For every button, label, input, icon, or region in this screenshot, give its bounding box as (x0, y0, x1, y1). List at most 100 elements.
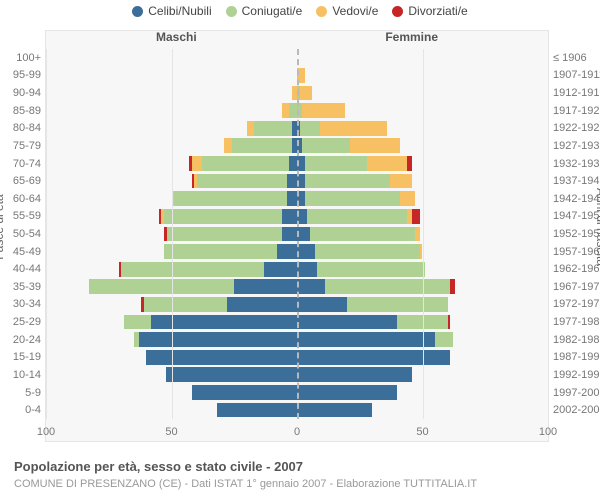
bar-segment (302, 138, 350, 153)
bar-segment (146, 350, 297, 365)
age-label: 55-59 (1, 210, 41, 222)
age-label: 20-24 (1, 334, 41, 346)
gridline (548, 49, 549, 419)
bar-segment (450, 279, 455, 294)
bar-segment (282, 209, 297, 224)
bar-segment (300, 86, 313, 101)
bar-segment (174, 191, 287, 206)
bar-segment (164, 244, 277, 259)
bar-segment (315, 244, 420, 259)
birth-year-label: 1952-1956 (553, 228, 600, 240)
bar-segment (317, 262, 425, 277)
birth-year-label: 1917-1921 (553, 105, 600, 117)
bar-segment (415, 227, 420, 242)
legend-item: Coniugati/e (226, 4, 303, 18)
bar-segment (320, 121, 388, 136)
bar-segment (224, 138, 232, 153)
center-line (297, 49, 299, 419)
legend-dot (392, 6, 403, 17)
bar-segment (227, 297, 297, 312)
x-tick: 50 (416, 426, 428, 438)
bar-segment (310, 227, 415, 242)
bar-segment (197, 174, 287, 189)
bar-segment (124, 315, 152, 330)
chart-title: Popolazione per età, sesso e stato civil… (14, 459, 303, 474)
birth-year-label: 1942-1946 (553, 193, 600, 205)
bar-segment (297, 244, 315, 259)
age-label: 35-39 (1, 281, 41, 293)
female-header: Femmine (385, 30, 438, 44)
age-label: 25-29 (1, 316, 41, 328)
age-label: 70-74 (1, 158, 41, 170)
bar-segment (297, 367, 412, 382)
legend-label: Divorziati/e (408, 4, 467, 18)
birth-year-label: 1972-1976 (553, 298, 600, 310)
bar-segment (297, 262, 317, 277)
bar-segment (297, 403, 372, 418)
bar-segment (390, 174, 413, 189)
bar-segment (412, 209, 420, 224)
bar-segment (297, 385, 397, 400)
age-label: 5-9 (1, 387, 41, 399)
birth-year-label: 1932-1936 (553, 158, 600, 170)
birth-year-label: 1957-1961 (553, 246, 600, 258)
gridline (172, 49, 173, 419)
age-label: 15-19 (1, 351, 41, 363)
bar-segment (167, 227, 282, 242)
legend-label: Vedovi/e (332, 4, 378, 18)
birth-year-label: 1962-1966 (553, 263, 600, 275)
legend: Celibi/Nubili Coniugati/e Vedovi/e Divorzia… (0, 4, 600, 18)
age-label: 85-89 (1, 105, 41, 117)
bar-segment (297, 332, 435, 347)
birth-year-label: 2002-2006 (553, 404, 600, 416)
bar-segment (202, 156, 290, 171)
x-tick: 100 (539, 426, 557, 438)
bar-segment (247, 121, 255, 136)
bar-segment (289, 103, 297, 118)
age-label: 80-84 (1, 122, 41, 134)
age-label: 100+ (1, 52, 41, 64)
legend-item: Divorziati/e (392, 4, 467, 18)
birth-year-label: 1907-1911 (553, 69, 600, 81)
birth-year-label: 1937-1941 (553, 175, 600, 187)
bar-segment (289, 156, 297, 171)
bar-segment (297, 315, 397, 330)
bar-segment (139, 332, 297, 347)
male-header: Maschi (156, 30, 197, 44)
birth-year-label: ≤ 1906 (553, 52, 600, 64)
bar-segment (347, 297, 447, 312)
bar-segment (277, 244, 297, 259)
gridline (46, 49, 47, 419)
bar-segment (297, 297, 347, 312)
bar-segment (305, 156, 368, 171)
bar-segment (367, 156, 407, 171)
bar-segment (350, 138, 400, 153)
chart-subtitle: COMUNE DI PRESENZANO (CE) - Dati ISTAT 1… (14, 478, 477, 490)
bar-segment (282, 227, 297, 242)
bar-segment (164, 209, 282, 224)
chart-container: Celibi/Nubili Coniugati/e Vedovi/e Divorzia… (0, 0, 600, 500)
age-label: 30-34 (1, 298, 41, 310)
bar-segment (217, 403, 297, 418)
bar-segment (305, 174, 390, 189)
age-label: 65-69 (1, 175, 41, 187)
bar-segment (287, 174, 297, 189)
birth-year-label: 1997-2001 (553, 387, 600, 399)
bar-segment (151, 315, 297, 330)
bar-segment (192, 156, 202, 171)
chart-area: Maschi Femmine 10050050100100+≤ 190695-9… (45, 30, 549, 442)
legend-item: Vedovi/e (316, 4, 378, 18)
bar-segment (234, 279, 297, 294)
bar-segment (407, 156, 412, 171)
bar-segment (287, 191, 297, 206)
bar-segment (307, 209, 407, 224)
age-label: 50-54 (1, 228, 41, 240)
legend-dot (316, 6, 327, 17)
bar-segment (448, 315, 451, 330)
age-label: 75-79 (1, 140, 41, 152)
bar-segment (254, 121, 292, 136)
bar-segment (232, 138, 292, 153)
bar-segment (192, 385, 297, 400)
bar-segment (144, 297, 227, 312)
legend-label: Celibi/Nubili (148, 4, 211, 18)
